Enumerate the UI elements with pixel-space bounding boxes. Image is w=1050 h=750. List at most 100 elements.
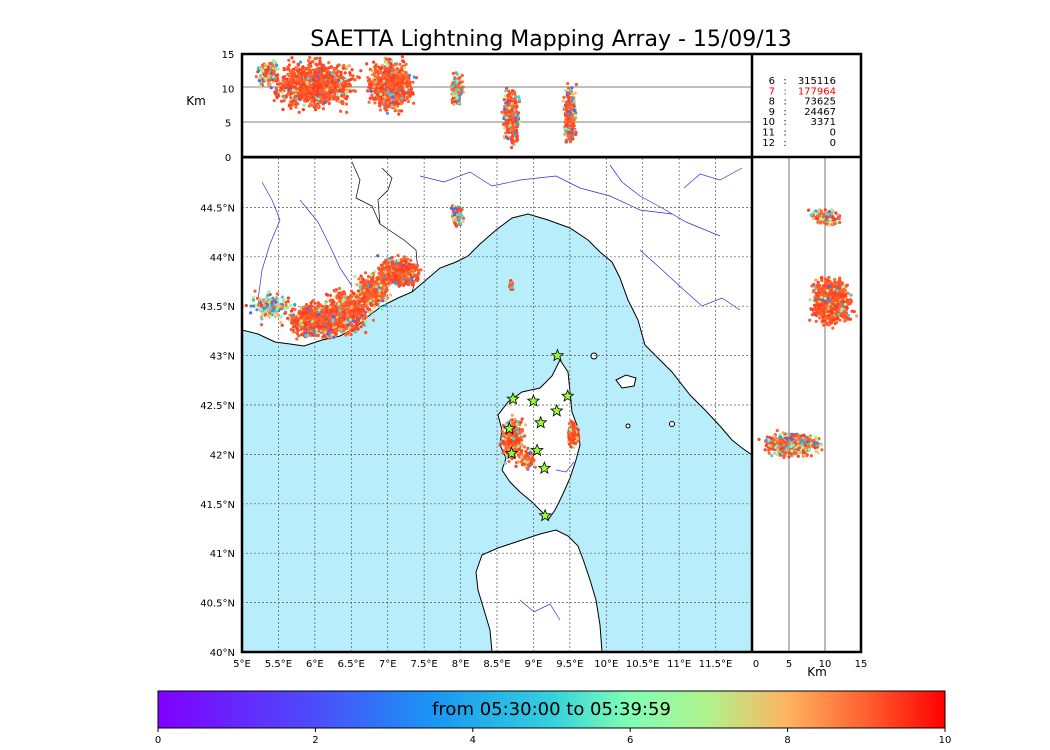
top-panel-point: [507, 89, 511, 93]
top-panel-point: [353, 78, 357, 82]
lightning-source: [347, 303, 351, 308]
top-panel-point: [297, 68, 301, 72]
top-panel-point: [389, 78, 393, 82]
top-y-tick-label: 0: [225, 153, 231, 164]
lightning-source: [305, 303, 309, 307]
top-panel-point: [305, 98, 309, 102]
lightning-source: [325, 313, 329, 317]
top-panel-point: [339, 109, 343, 113]
top-panel-point: [400, 96, 404, 100]
top-panel-point: [572, 104, 576, 108]
lightning-source: [302, 307, 306, 311]
top-panel-point: [367, 100, 371, 104]
top-panel-point: [400, 72, 404, 76]
top-panel-point: [258, 76, 262, 80]
top-panel-point: [562, 95, 566, 99]
lightning-source: [349, 333, 353, 337]
top-panel-point: [404, 71, 408, 75]
top-panel-point: [330, 90, 334, 94]
lightning-source: [334, 332, 338, 336]
station-count-separator: :: [783, 128, 786, 139]
lightning-source: [337, 302, 341, 306]
top-panel-point: [397, 98, 401, 102]
top-panel-point: [275, 95, 279, 100]
lightning-source: [350, 323, 354, 327]
top-panel-point: [258, 84, 262, 88]
top-panel-point: [343, 71, 347, 75]
top-panel-point: [330, 75, 334, 80]
top-panel-point: [304, 85, 309, 90]
top-panel-point: [336, 89, 340, 93]
top-panel-point: [281, 75, 285, 79]
lightning-source: [363, 312, 367, 316]
top-panel-point: [292, 99, 296, 103]
top-panel-point: [267, 78, 271, 82]
lightning-source: [362, 316, 366, 320]
top-panel-point: [405, 96, 409, 101]
lightning-source: [342, 312, 346, 316]
top-panel-point: [289, 96, 293, 100]
lightning-source: [289, 328, 293, 332]
lightning-source: [295, 330, 299, 335]
top-panel-point: [383, 87, 387, 91]
top-panel-point: [566, 130, 571, 134]
lightning-source: [299, 305, 303, 310]
top-panel-point: [329, 65, 333, 69]
lightning-source: [312, 311, 316, 316]
top-panel-point: [273, 91, 278, 96]
lightning-source: [280, 323, 284, 327]
rivers: [257, 164, 743, 621]
lightning-source: [316, 315, 320, 319]
top-panel-point: [386, 88, 390, 92]
lightning-source: [333, 321, 337, 325]
top-panel-point: [457, 81, 462, 85]
top-panel-point: [391, 100, 395, 104]
top-panel-point: [259, 67, 263, 71]
lightning-source: [324, 301, 328, 305]
plan-view-map: 5°E 5.5°E 6°E 6.5°E 7°E 7.5°E 8°E 8.5°E 9°E 9.5°E…: [200, 158, 752, 670]
top-panel-point: [291, 88, 295, 92]
top-panel-point: [274, 87, 278, 91]
top-panel-point: [508, 123, 512, 127]
top-panel-point: [313, 81, 317, 85]
top-panel-point: [311, 95, 315, 99]
top-panel-point: [390, 104, 394, 109]
lightning-source: [295, 319, 300, 324]
lightning-source: [313, 301, 317, 305]
top-panel-point: [393, 70, 397, 74]
top-panel-point: [340, 84, 344, 88]
top-panel-point: [300, 86, 304, 90]
top-panel-point: [342, 63, 346, 68]
top-panel-point: [403, 82, 407, 86]
top-panel-point: [367, 85, 371, 89]
top-panel-point: [389, 62, 393, 66]
top-panel-point: [514, 105, 519, 109]
lightning-source: [351, 291, 355, 295]
lightning-source: [333, 312, 337, 316]
top-panel-point: [307, 66, 311, 70]
top-panel-point: [394, 82, 399, 87]
top-panel-point: [328, 81, 332, 85]
station-count-value: 24467: [804, 107, 836, 118]
top-panel-point: [561, 99, 565, 103]
top-panel-point: [385, 111, 389, 115]
top-panel-point: [322, 95, 326, 99]
station-count-separator: :: [783, 117, 786, 128]
top-panel-point: [325, 84, 329, 88]
lightning-source: [342, 294, 346, 299]
top-panel-point: [408, 80, 412, 84]
lightning-source: [351, 329, 355, 333]
top-panel-point: [383, 106, 387, 110]
lightning-source: [295, 327, 299, 331]
top-panel-point: [403, 66, 407, 70]
lightning-source: [310, 309, 314, 313]
lightning-source: [309, 317, 313, 321]
top-panel-point: [377, 65, 381, 69]
top-panel-point: [341, 66, 346, 70]
top-panel-point: [411, 80, 415, 84]
top-panel-point: [274, 67, 278, 71]
top-panel-point: [323, 100, 327, 105]
lightning-source: [309, 301, 313, 305]
